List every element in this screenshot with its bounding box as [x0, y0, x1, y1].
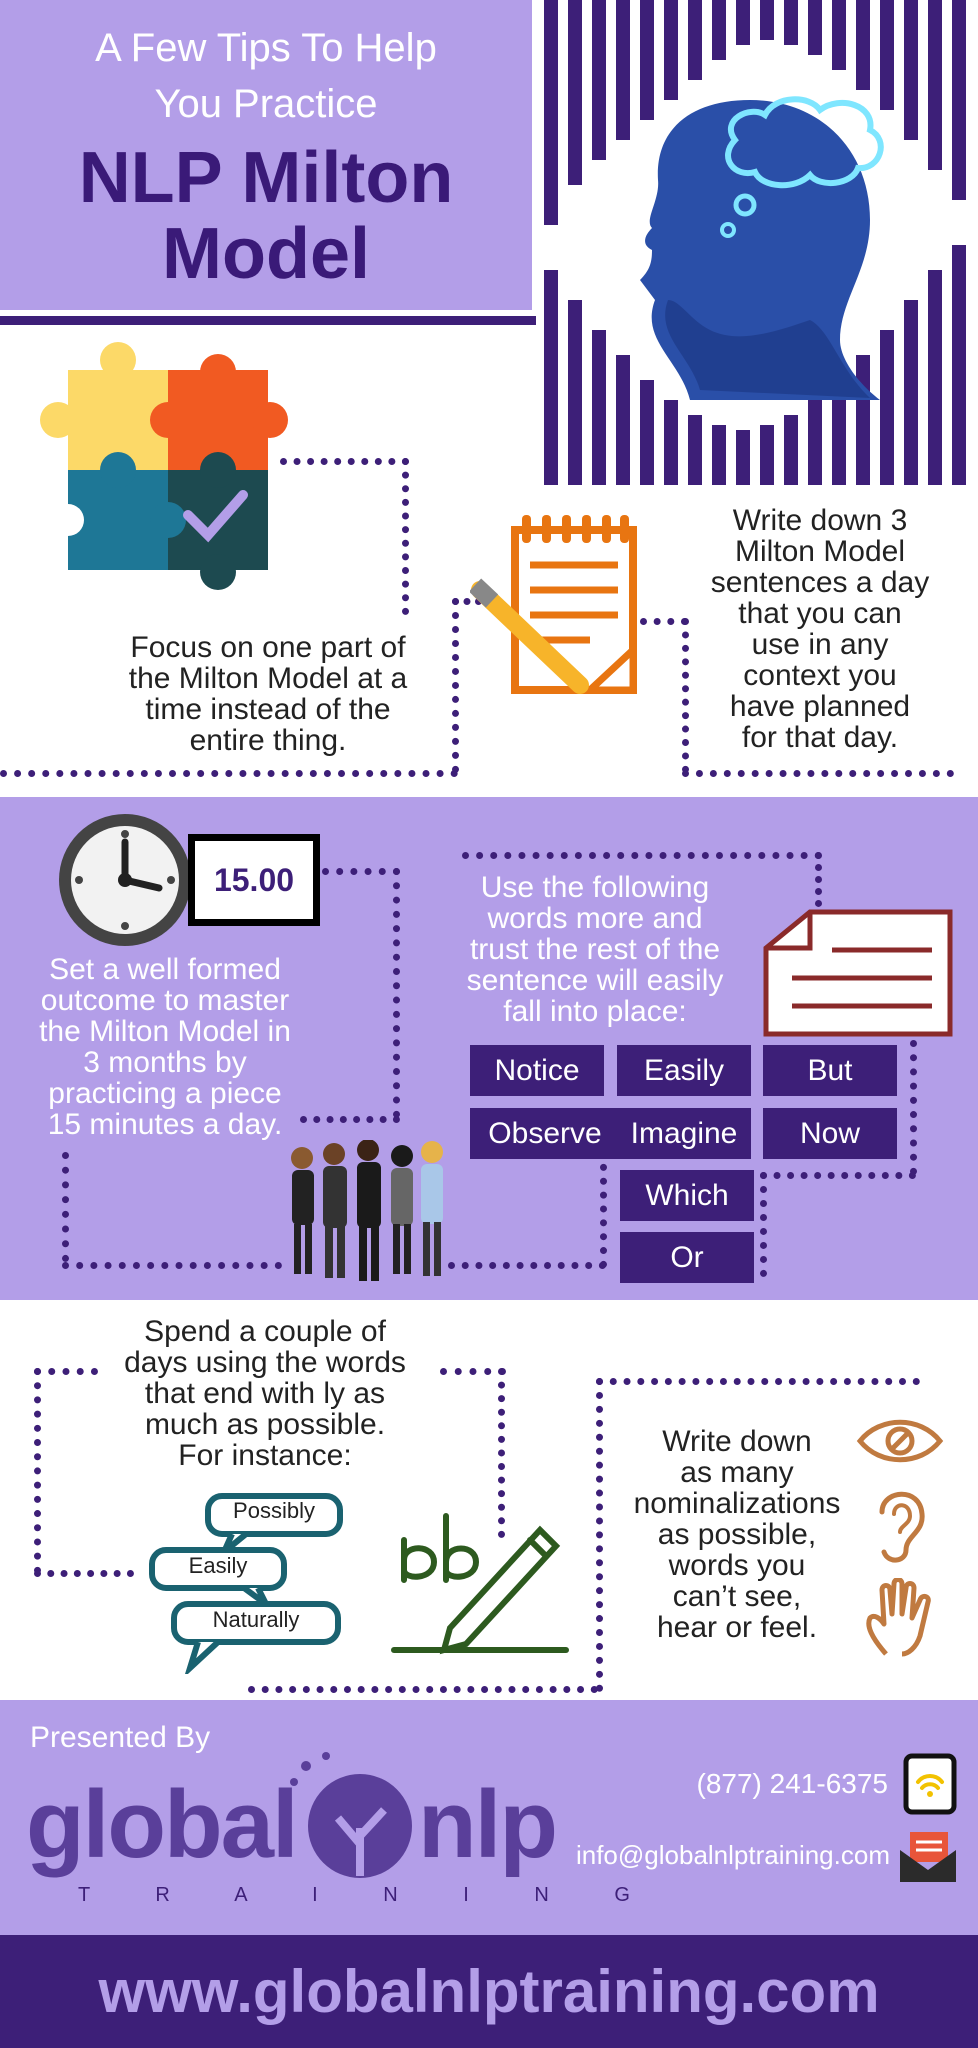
tip-line: nominalizations [633, 1487, 841, 1520]
tip-line: 3 months by [83, 1046, 247, 1079]
header-panel [0, 0, 532, 310]
tip-line: Use the following [480, 871, 710, 904]
tip-line: practicing a piece [48, 1077, 282, 1110]
document-icon [763, 909, 953, 1037]
tip-line: time instead of the [145, 693, 391, 726]
tip-words: Use the following words more and trust t… [445, 872, 745, 1027]
tip-line: For instance: [178, 1439, 352, 1472]
tip-line: for that day. [741, 721, 899, 754]
brain-head-icon [544, 0, 966, 485]
tablet-icon [903, 1753, 957, 1815]
ly-example: Possibly [233, 1498, 315, 1523]
tip-line: Write down [662, 1425, 812, 1458]
puzzle-icon [40, 342, 288, 590]
logo-text-nlp: nlp [418, 1771, 558, 1878]
mail-icon [900, 1832, 956, 1882]
tip-line: that you can [738, 597, 902, 630]
ly-example: Naturally [212, 1607, 300, 1632]
tip-line: Set a well formed [49, 953, 281, 986]
tip-line: Spend a couple of [144, 1315, 386, 1348]
tip-line: sentence will easily [466, 964, 724, 997]
tip-line: much as possible. [144, 1408, 386, 1441]
tip-line: trust the rest of the [469, 933, 721, 966]
tip-line: entire thing. [189, 724, 347, 757]
title-line: NLP Milton [78, 138, 454, 218]
hand-icon [866, 1578, 931, 1657]
tip-line: hear or feel. [656, 1611, 818, 1644]
word-box: Which [620, 1170, 754, 1221]
tip-line: 15 minutes a day. [47, 1108, 283, 1141]
tip-line: use in any [751, 628, 889, 661]
footer-panel [0, 1700, 978, 1935]
logo-tree-icon [290, 1752, 412, 1878]
tip-line: sentences a day [710, 566, 930, 599]
tip-line: fall into place: [503, 995, 687, 1028]
word-box: Or [620, 1232, 754, 1283]
word-box: Imagine [617, 1108, 751, 1159]
word-box: Easily [617, 1045, 751, 1096]
people-group-icon [291, 1140, 443, 1281]
tip-line: Milton Model [734, 535, 906, 568]
title-line: Model [162, 214, 370, 294]
word-box: Observe [470, 1108, 620, 1159]
tip-line: Focus on one part of [130, 631, 406, 664]
subtitle-line: A Few Tips To Help [95, 26, 437, 70]
tip-line: as possible, [657, 1518, 817, 1551]
notepad-pencil-icon [470, 515, 637, 694]
email-address[interactable]: info@globalnlptraining.com [575, 1840, 890, 1870]
website-link[interactable]: www.globalnlptraining.com [98, 1958, 880, 2025]
phone-number[interactable]: (877) 241-6375 [696, 1768, 888, 1799]
word-box: Now [763, 1108, 897, 1159]
tip-ly: Spend a couple of days using the words t… [110, 1316, 420, 1471]
tip-line: as many [680, 1456, 794, 1489]
word-box: Notice [470, 1045, 604, 1096]
tip-focus: Focus on one part of the Milton Model at… [98, 632, 438, 756]
tip-line: have planned [729, 690, 911, 723]
tip-line: words more and [487, 902, 703, 935]
tip-line: the Milton Model in [39, 1015, 291, 1048]
tip-write: Write down 3 Milton Model sentences a da… [690, 505, 950, 753]
clock-time-label: 15.00 [188, 834, 320, 926]
tip-line: words you [668, 1549, 806, 1582]
page-title: NLP Milton Model [0, 140, 532, 292]
tip-line: context you [743, 659, 897, 692]
ear-icon [879, 1491, 925, 1563]
tip-line: days using the words [124, 1346, 406, 1379]
tip-line: outcome to master [40, 984, 290, 1017]
tip-line: the Milton Model at a [128, 662, 408, 695]
tip-nominal: Write down as many nominalizations as po… [618, 1426, 856, 1643]
clock-icon [59, 814, 191, 946]
website-banner [0, 1935, 978, 2048]
eye-icon [856, 1419, 944, 1463]
subtitle-line: You Practice [154, 82, 378, 126]
header-subtitle: A Few Tips To Help You Practice [0, 20, 532, 132]
tip-line: that end with ly as [144, 1377, 386, 1410]
ly-example: Easily [188, 1553, 248, 1578]
logo-subtext: T R A I N I N G [78, 1884, 660, 1906]
tip-outcome: Set a well formed outcome to master the … [10, 954, 320, 1140]
tip-line: Write down 3 [732, 504, 908, 537]
speech-bubbles-icon [149, 1493, 343, 1674]
ab-pen-icon [391, 1513, 569, 1655]
logo-text-global: global [26, 1771, 299, 1878]
header-underline [0, 316, 536, 325]
tip-line: can’t see, [672, 1580, 802, 1613]
presented-by: Presented By [30, 1721, 211, 1754]
word-box: But [763, 1045, 897, 1096]
